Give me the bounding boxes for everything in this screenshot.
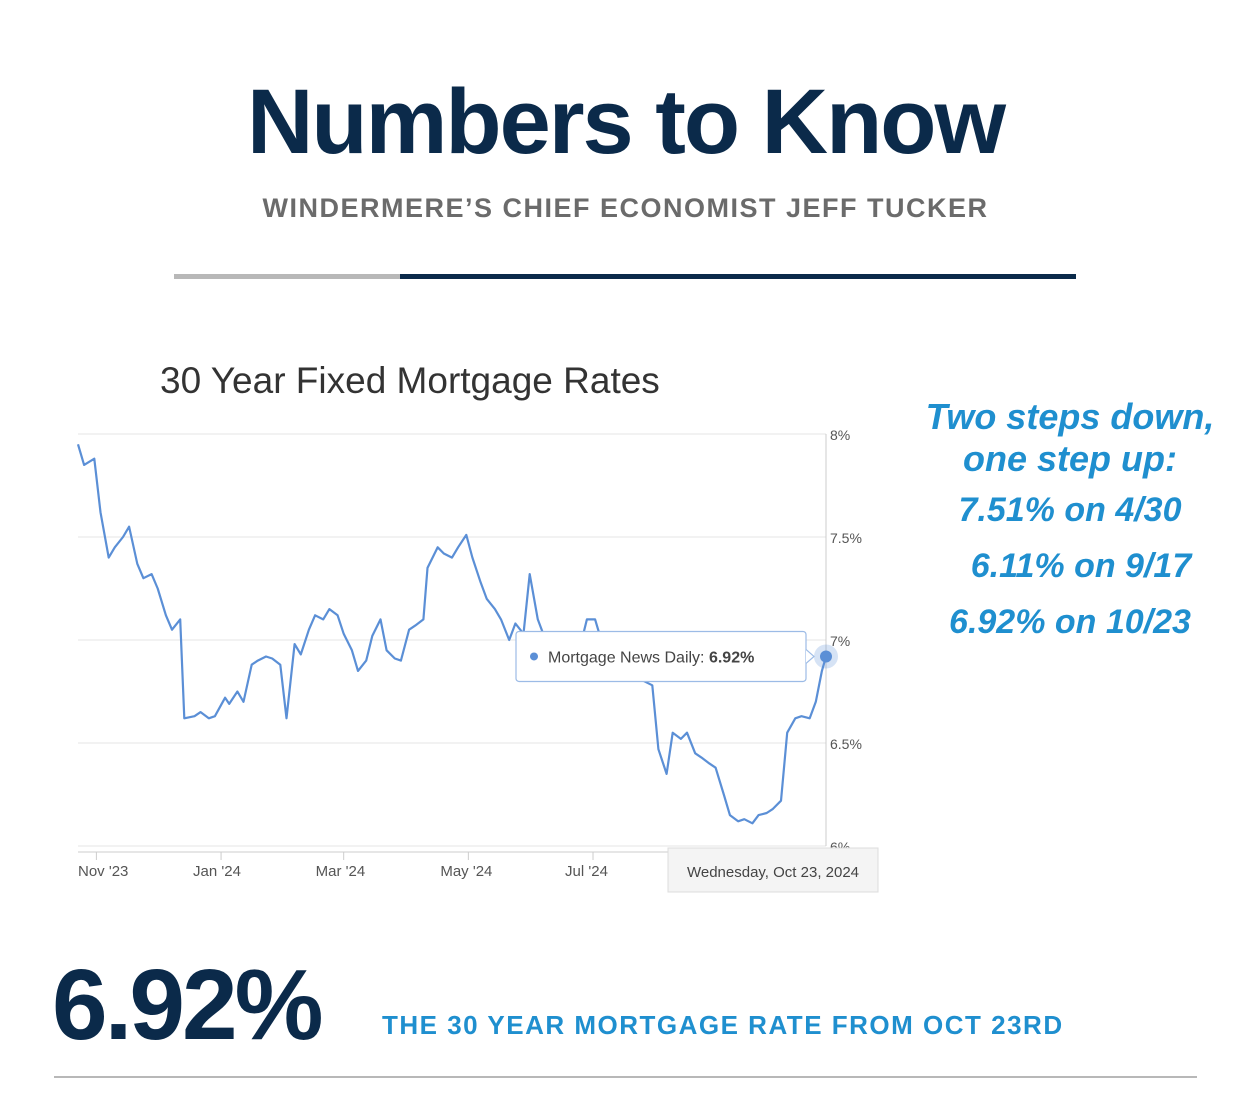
x-tick-label: May '24: [440, 863, 492, 880]
tooltip-text: Mortgage News Daily: 6.92%: [548, 649, 754, 666]
page-subtitle: WINDERMERE’S CHIEF ECONOMIST JEFF TUCKER: [262, 193, 989, 223]
callout-rate-line: 6.92% on 10/23: [949, 603, 1191, 641]
callout-rate-line: 7.51% on 4/30: [958, 491, 1182, 529]
callout-heading-line-2: one step up:: [963, 438, 1177, 479]
tooltip-series-marker: [530, 652, 538, 661]
x-tick-label: Jul '24: [565, 863, 608, 880]
date-tooltip-box: [667, 847, 879, 893]
highlight-rate-caption: THE 30 YEAR MORTGAGE RATE FROM OCT 23RD: [382, 1010, 1064, 1040]
y-tick-label: 8%: [830, 427, 850, 443]
tooltip-pointer: [805, 649, 815, 664]
y-tick-label: 7%: [830, 633, 850, 649]
mortgage-rate-chart: 8%7.5%7%6.5%6%Nov '23 Jan '24 Mar '24 May '…: [76, 427, 879, 893]
hover-point[interactable]: [820, 650, 832, 663]
header-divider-navy: [400, 274, 1076, 279]
chart-axes: 8%7.5%7%6.5%6%Nov '23 Jan '24 Mar '24 May '…: [78, 427, 862, 880]
series-line-mortgage-news-daily: [76, 443, 828, 825]
x-tick-label: Nov '23: [78, 863, 128, 880]
tooltip-value: 6.92%: [709, 649, 754, 666]
callout-rate-line: 6.11% on 9/17: [970, 547, 1192, 585]
chart-tooltip: Mortgage News Daily: 6.92% Wednesday, Oct…: [515, 630, 879, 893]
x-tick-label: Jan '24: [193, 863, 241, 880]
highlight-rate-value: 6.92%: [52, 949, 324, 1061]
tooltip-series-label: Mortgage News Daily:: [548, 649, 709, 666]
bottom-divider: [54, 1076, 1197, 1078]
callout-heading-line-1: Two steps down,: [925, 396, 1215, 437]
date-tooltip-label: Wednesday, Oct 23, 2024: [687, 864, 859, 881]
y-tick-label: 6.5%: [830, 736, 862, 752]
x-tick-label: Mar '24: [316, 863, 366, 880]
chart-gridlines: [78, 433, 826, 847]
rate-callout: Two steps down, one step up: 7.51% on 4/…: [905, 396, 1235, 650]
y-tick-label: 7.5%: [830, 530, 862, 546]
callout-heading: Two steps down, one step up:: [905, 396, 1235, 480]
chart-title: 30 Year Fixed Mortgage Rates: [160, 360, 660, 401]
chart-series: [76, 443, 828, 825]
header-divider-gray: [174, 274, 400, 279]
page-title: Numbers to Know: [246, 71, 1006, 173]
